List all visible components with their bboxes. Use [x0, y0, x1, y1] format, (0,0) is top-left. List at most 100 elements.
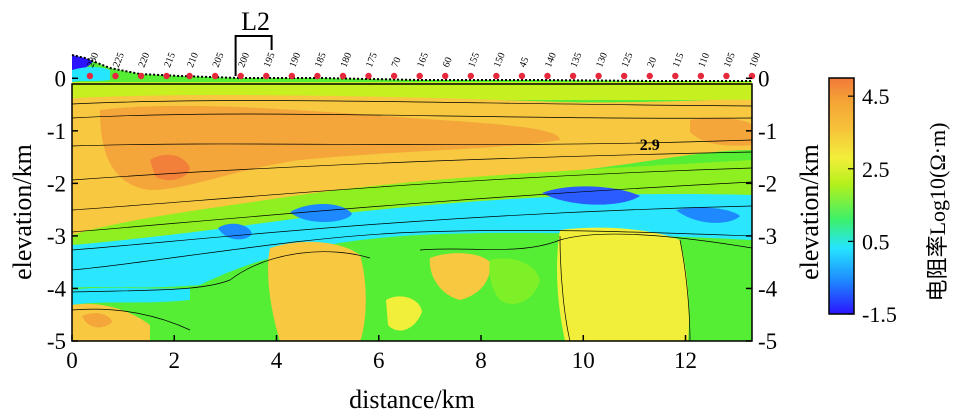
- contour-lines: [72, 100, 752, 341]
- station-label: 180: [339, 51, 355, 69]
- station-label: 130: [594, 51, 610, 69]
- zone-deep-yellow-1: [557, 227, 690, 341]
- x-axis-title: distance/km: [349, 385, 475, 414]
- station-label: 200: [236, 51, 252, 69]
- station-label: 175: [364, 51, 380, 69]
- station-dot: [620, 72, 628, 80]
- contour-line-4: [72, 167, 752, 211]
- contour-value-label: 2.9: [640, 137, 660, 154]
- station-label: 215: [162, 51, 178, 69]
- colorbar-ticks: 4.5 2.5 0.5 -1.5: [848, 84, 897, 327]
- station-label: 115: [671, 51, 687, 69]
- station-label: 60: [441, 56, 455, 69]
- station-label: 225: [111, 51, 127, 69]
- station-label: 195: [262, 51, 278, 69]
- station-label: 135: [569, 51, 585, 69]
- y-tick-label-left: -4: [47, 276, 67, 301]
- station-dot: [569, 72, 577, 80]
- station-dot: [416, 72, 423, 80]
- colorbar-tick-label: 0.5: [862, 229, 890, 254]
- station-dot: [672, 72, 679, 80]
- zone-deep-orange-1: [268, 241, 366, 341]
- zone-blue-lens-1: [290, 203, 352, 222]
- y-axis-left-ticks: 0 -1 -2 -3 -4 -5: [47, 66, 78, 354]
- station-label: 205: [211, 51, 227, 69]
- zone-blue-lens-4: [218, 223, 252, 240]
- station-label: 125: [620, 51, 636, 69]
- station-dot: [163, 72, 170, 80]
- station-label: 220: [137, 51, 153, 69]
- contour-line-12: [679, 239, 691, 341]
- station-dot: [112, 72, 119, 80]
- x-tick-label: 0: [66, 348, 78, 373]
- y-tick-label-left: -5: [47, 329, 66, 354]
- y-tick-label-right: 0: [758, 66, 770, 91]
- station-dot: [697, 72, 705, 80]
- zone-deep-orange-2: [429, 253, 491, 300]
- station-label: 155: [466, 51, 482, 69]
- station-dot: [186, 72, 193, 80]
- colorbar: [828, 77, 855, 315]
- station-dot: [263, 72, 270, 80]
- contour-line-8: [72, 251, 371, 293]
- y-tick-label-left: -1: [47, 119, 66, 144]
- station-dot: [442, 72, 449, 80]
- station-dot: [137, 72, 145, 80]
- plot-frame: [71, 83, 753, 342]
- station-label: 70: [390, 56, 404, 69]
- colorbar-tick-label: -1.5: [862, 302, 897, 327]
- y-tick-label-right: -4: [758, 276, 778, 301]
- station-label: 45: [518, 56, 532, 69]
- y-tick-label-left: -2: [47, 171, 66, 196]
- station-dot: [86, 72, 94, 80]
- zone-bottom-left-hot: [82, 313, 112, 328]
- y-tick-label-right: -1: [758, 119, 777, 144]
- colorbar-title: 电阻率Log10(Ω·m): [925, 123, 950, 302]
- contour-line-0: [72, 100, 752, 107]
- station-dot: [595, 72, 602, 80]
- x-tick-label: 8: [475, 348, 487, 373]
- station-dot: [314, 72, 321, 80]
- y-tick-label-right: -5: [758, 329, 777, 354]
- contour-line-11: [559, 235, 571, 341]
- x-tick-label: 10: [572, 348, 595, 373]
- station-label: 230: [85, 51, 101, 69]
- y-axis-right-ticks: 0 -1 -2 -3 -4 -5: [746, 66, 778, 354]
- profile-marker-label: L2: [241, 7, 270, 36]
- station-dot: [211, 72, 219, 80]
- station-label: 185: [313, 51, 329, 69]
- profile-marker-bracket: [234, 35, 273, 76]
- y-tick-label-right: -2: [758, 171, 777, 196]
- colorbar-tick-label: 4.5: [862, 84, 890, 109]
- station-label: 140: [543, 51, 559, 69]
- y-tick-label-left: 0: [55, 66, 67, 91]
- y-tick-label-right: -3: [758, 224, 777, 249]
- station-dot: [493, 72, 500, 80]
- station-label: 20: [645, 56, 659, 69]
- zone-deep-yellow-2: [386, 296, 422, 331]
- station-label: 105: [722, 51, 738, 69]
- station-dot: [467, 72, 474, 80]
- zone-deep-green-1: [489, 258, 540, 304]
- station-label: 165: [415, 51, 431, 69]
- station-dot: [723, 72, 730, 80]
- station-dot: [390, 72, 398, 80]
- station-label: 110: [696, 51, 712, 69]
- station-dot: [237, 72, 244, 80]
- zone-cyan-layer: [72, 194, 752, 288]
- station-dot: [365, 72, 372, 80]
- zone-blue-lens-3: [676, 207, 740, 223]
- station-dot: [288, 72, 296, 80]
- station-label: 100: [748, 51, 764, 69]
- contour-line-3: [72, 151, 752, 181]
- contour-line-5: [72, 181, 752, 233]
- x-tick-label: 12: [674, 348, 697, 373]
- zone-upper-orange-core: [100, 105, 560, 190]
- zone-blue-lens-2: [542, 186, 640, 205]
- zone-deep-left-cyan: [72, 287, 190, 305]
- contour-line-2: [72, 139, 752, 147]
- contour-plot-area: [72, 55, 752, 341]
- x-tick-label: 2: [169, 348, 181, 373]
- station-label: 210: [185, 51, 201, 69]
- station-dot: [544, 72, 551, 80]
